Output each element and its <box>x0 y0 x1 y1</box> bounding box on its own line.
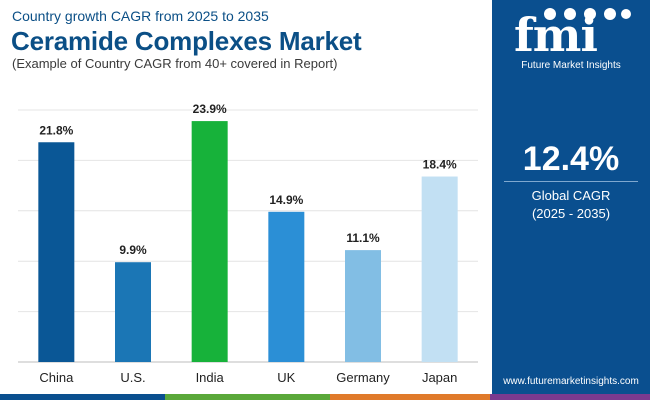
footer-segment-orange <box>330 394 490 400</box>
x-tick-label: UK <box>277 370 295 385</box>
x-tick-label: China <box>39 370 74 385</box>
footer-segment-blue <box>0 394 165 400</box>
bar-u-s <box>115 262 151 362</box>
footer-segment-green <box>165 394 330 400</box>
bar-uk <box>268 211 305 362</box>
x-tick-label: U.S. <box>120 370 145 385</box>
data-label: 18.4% <box>423 158 457 172</box>
data-label: 21.8% <box>39 123 73 137</box>
bar-chart-svg: 21.8% China 9.9% U.S. 23.9% India 14.9% UK 11.1%… <box>18 102 478 385</box>
global-cagr-period: (2025 - 2035) <box>531 206 611 221</box>
chart-header: Country growth CAGR from 2025 to 2035 Ce… <box>0 0 492 80</box>
x-tick-label: Germany <box>336 370 390 385</box>
bar-japan <box>421 176 458 362</box>
global-cagr-label: Global CAGR <box>531 188 611 203</box>
chart-title: Ceramide Complexes Market <box>11 26 362 56</box>
global-cagr-value: 12.4% <box>522 140 620 178</box>
chart-subtitle: Country growth CAGR from 2025 to 2035 <box>12 8 269 24</box>
x-tick-label: India <box>196 370 225 385</box>
data-label: 14.9% <box>269 193 303 207</box>
bar-india <box>191 121 228 362</box>
chart-note: (Example of Country CAGR from 40+ covere… <box>12 56 338 71</box>
footer-segment-purple <box>490 394 650 400</box>
data-label: 11.1% <box>346 231 380 245</box>
footer-color-bar <box>0 394 650 400</box>
cagr-divider <box>504 181 638 182</box>
logo-text: fmi <box>514 8 598 62</box>
fmi-logo: fmi Future Market Insights <box>492 6 650 76</box>
logo-decoration-icon <box>544 8 631 20</box>
bar-germany <box>345 250 381 362</box>
website-link[interactable]: www.futuremarketinsights.com <box>503 376 639 387</box>
data-label: 9.9% <box>119 243 147 257</box>
bar-chart: 21.8% China 9.9% U.S. 23.9% India 14.9% UK 11.1%… <box>0 88 492 394</box>
data-label: 23.9% <box>193 102 227 116</box>
x-tick-label: Japan <box>422 370 457 385</box>
sidebar-panel: fmi Future Market Insights 12.4% Global … <box>492 0 650 394</box>
bar-china <box>38 142 75 362</box>
logo-subtitle: Future Market Insights <box>521 60 621 71</box>
